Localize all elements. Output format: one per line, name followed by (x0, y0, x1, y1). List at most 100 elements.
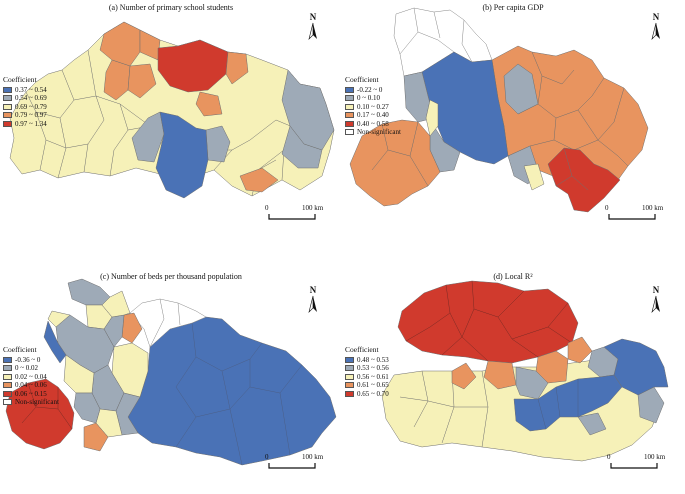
legend-swatch (3, 399, 12, 406)
legend-label: 0.53 ~ 0.56 (357, 364, 389, 372)
legend-swatch (3, 95, 12, 102)
panel-title: (b) Per capita GDP (482, 3, 544, 12)
legend-item: 0.69 ~ 0.79 (3, 103, 47, 112)
legend-label: Non-significant (15, 398, 59, 406)
map-panel-d: (d) Local R² Coefficient 0.48 ~ 0.53 0.5… (342, 247, 684, 494)
legend-item: 0.61 ~ 0.65 (345, 381, 389, 390)
panel-title: (c) Number of beds per thousand populati… (100, 272, 242, 281)
legend-label: 0.40 ~ 0.58 (357, 119, 389, 128)
legend-label: -0.36 ~ 0 (15, 355, 41, 364)
legend-swatch (3, 112, 12, 119)
legend-label: 0 ~ 0.10 (357, 94, 381, 102)
map-panel-b: (b) Per capita GDP Coefficient -0.22 ~ 0… (342, 0, 684, 247)
scale-bar: 0 100 km (265, 453, 324, 471)
legend-swatch (345, 86, 354, 93)
north-label: N (309, 285, 317, 295)
legend-label: 0 ~ 0.02 (15, 364, 39, 372)
legend-item: Non-significant (3, 398, 59, 407)
north-label: N (652, 285, 660, 295)
legend-item: -0.22 ~ 0 (345, 86, 401, 95)
legend-swatch (3, 373, 12, 380)
north-label: N (652, 12, 660, 22)
scale-start: 0 (607, 453, 611, 461)
legend-title: Coefficient (3, 345, 37, 354)
legend-swatch (3, 103, 12, 110)
legend-label: Non-significant (357, 128, 401, 136)
legend-label: 0.61 ~ 0.65 (357, 381, 389, 389)
north-arrow-icon: N (648, 12, 664, 42)
legend-swatch (345, 382, 354, 389)
legend: Coefficient 0.37 ~ 0.54 0.54 ~ 0.69 0.69… (3, 75, 47, 129)
legend-item: 0.40 ~ 0.58 (345, 120, 401, 129)
legend-item: 0.02 ~ 0.04 (3, 373, 59, 382)
legend-label: 0.04 ~ 0.06 (15, 381, 47, 389)
legend-swatch (3, 120, 12, 127)
legend-swatch (345, 112, 354, 119)
legend-swatch (345, 95, 354, 102)
choropleth-map-a (9, 21, 335, 199)
legend-title: Coefficient (345, 345, 379, 354)
legend-item: 0.97 ~ 1.34 (3, 120, 47, 129)
legend-item: 0.54 ~ 0.69 (3, 94, 47, 103)
legend-swatch (3, 86, 12, 93)
scale-end: 100 km (302, 453, 324, 461)
legend-label: 0.02 ~ 0.04 (15, 372, 47, 381)
legend-item: 0.65 ~ 0.70 (345, 390, 389, 399)
legend-swatch (345, 373, 354, 380)
legend-item: 0 ~ 0.10 (345, 94, 401, 103)
legend-label: 0.56 ~ 0.61 (357, 372, 389, 381)
map-panel-a: (a) Number of primary school students Co… (0, 0, 342, 247)
scale-bar: 0 100 km (265, 204, 324, 222)
legend-swatch (345, 356, 354, 363)
legend: Coefficient 0.48 ~ 0.53 0.53 ~ 0.56 0.56… (345, 345, 389, 399)
legend-item: 0.53 ~ 0.56 (345, 364, 389, 373)
legend-item: -0.36 ~ 0 (3, 356, 59, 365)
legend-label: 0.48 ~ 0.53 (357, 355, 389, 364)
scale-end: 100 km (302, 204, 324, 212)
legend: Coefficient -0.22 ~ 0 0 ~ 0.10 0.10 ~ 0.… (345, 75, 401, 137)
legend-label: -0.22 ~ 0 (357, 85, 383, 94)
legend-swatch (345, 365, 354, 372)
choropleth-map-c (5, 278, 337, 466)
legend: Coefficient -0.36 ~ 0 0 ~ 0.02 0.02 ~ 0.… (3, 345, 59, 407)
legend-label: 0.06 ~ 0.15 (15, 389, 47, 398)
choropleth-map-d (381, 280, 669, 462)
legend-item: 0.48 ~ 0.53 (345, 356, 389, 365)
north-label: N (309, 12, 317, 22)
legend-swatch (3, 390, 12, 397)
legend-item: 0.37 ~ 0.54 (3, 86, 47, 95)
legend-item: 0 ~ 0.02 (3, 364, 59, 373)
legend-item: 0.10 ~ 0.27 (345, 103, 401, 112)
legend-swatch (345, 390, 354, 397)
legend-swatch (3, 365, 12, 372)
legend-swatch (3, 382, 12, 389)
legend-title: Coefficient (345, 75, 379, 84)
panel-title: (d) Local R² (493, 272, 533, 281)
legend-label: 0.17 ~ 0.40 (357, 111, 389, 119)
legend-label: 0.10 ~ 0.27 (357, 102, 389, 111)
north-arrow-icon: N (648, 285, 664, 315)
map-panel-c: (c) Number of beds per thousand populati… (0, 247, 342, 494)
scale-start: 0 (265, 453, 269, 461)
legend-item: 0.17 ~ 0.40 (345, 111, 401, 120)
scale-bar: 0 100 km (607, 453, 666, 471)
legend-label: 0.37 ~ 0.54 (15, 85, 47, 94)
legend-item: 0.79 ~ 0.97 (3, 111, 47, 120)
legend-label: 0.69 ~ 0.79 (15, 102, 47, 111)
north-arrow-icon: N (305, 12, 321, 42)
choropleth-map-b (349, 7, 649, 213)
legend-item: Non-significant (345, 128, 401, 137)
legend-label: 0.65 ~ 0.70 (357, 389, 389, 398)
scale-start: 0 (265, 204, 269, 212)
legend-label: 0.97 ~ 1.34 (15, 119, 47, 128)
legend-swatch (345, 103, 354, 110)
scale-start: 0 (605, 204, 609, 212)
legend-item: 0.04 ~ 0.06 (3, 381, 59, 390)
scale-bar: 0 100 km (605, 204, 664, 222)
legend-item: 0.06 ~ 0.15 (3, 390, 59, 399)
legend-swatch (345, 129, 354, 136)
legend-label: 0.54 ~ 0.69 (15, 94, 47, 102)
legend-swatch (3, 356, 12, 363)
panel-title: (a) Number of primary school students (108, 3, 234, 12)
legend-label: 0.79 ~ 0.97 (15, 111, 47, 119)
